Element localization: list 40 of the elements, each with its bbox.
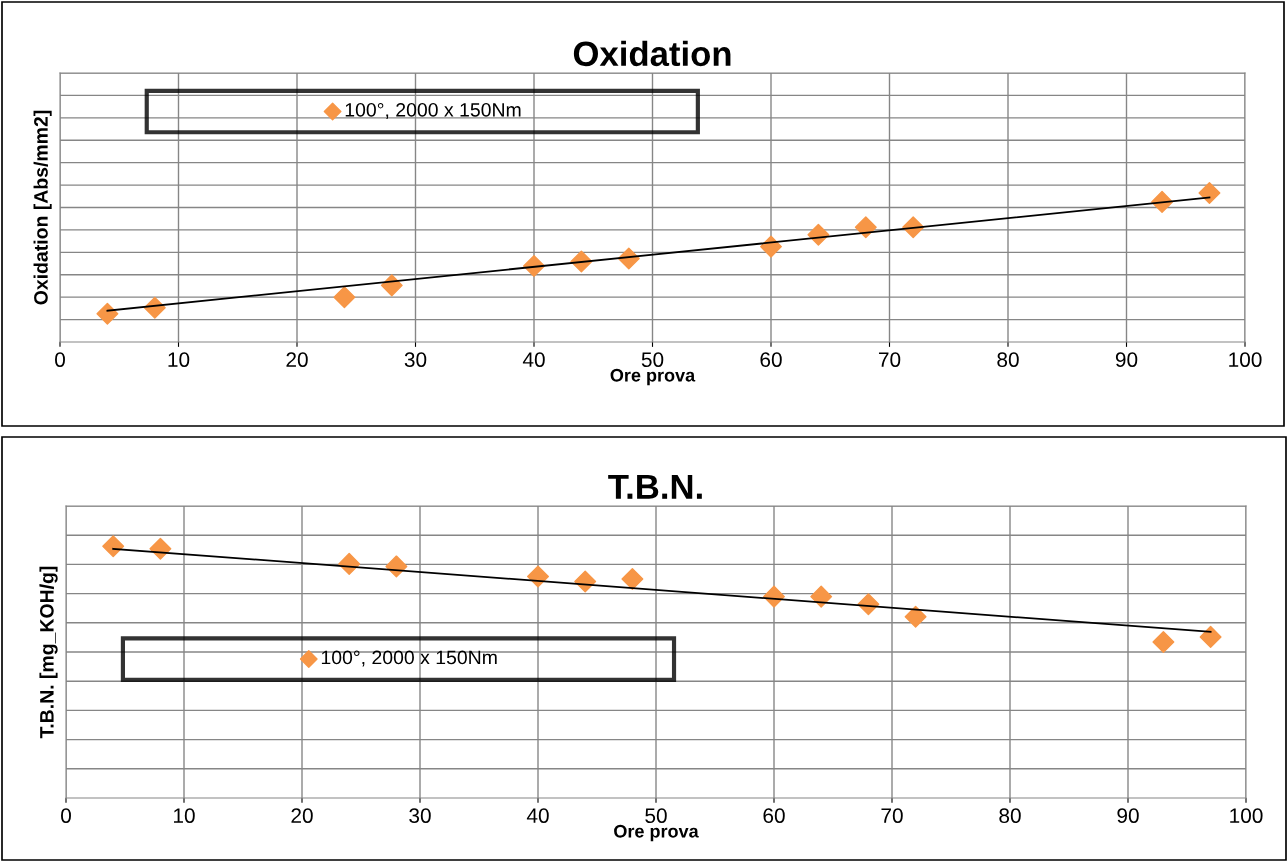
x-tick-label: 50 — [641, 352, 664, 368]
x-tick-label: 70 — [881, 808, 903, 824]
x-axis-title: Ore prova — [610, 368, 696, 386]
x-tick-label: 40 — [522, 352, 545, 368]
chart-title: Oxidation — [573, 40, 731, 67]
x-tick-label: 70 — [878, 352, 901, 368]
point — [1198, 181, 1221, 204]
x-tick-label: 90 — [1117, 808, 1139, 824]
point — [904, 605, 927, 628]
legend-label: 100°, 2000 x 150Nm — [321, 650, 497, 667]
x-tick-label: 20 — [286, 352, 308, 368]
x-tick-label: 10 — [168, 352, 190, 368]
x-tick-label: 10 — [174, 808, 195, 824]
point — [102, 535, 125, 558]
x-tick-label: 100 — [1229, 352, 1262, 368]
x-tick-label: 30 — [404, 352, 427, 368]
x-tick-label: 60 — [763, 808, 785, 824]
x-tick-label: 40 — [526, 808, 549, 824]
x-tick-label: 0 — [61, 808, 71, 824]
x-tick-label: 50 — [645, 808, 667, 824]
point — [1199, 625, 1222, 648]
point — [854, 216, 877, 239]
point — [810, 585, 833, 608]
x-tick-label: 80 — [997, 352, 1019, 368]
x-tick-label: 0 — [55, 352, 65, 368]
x-tick-label: 30 — [409, 808, 431, 824]
x-tick-label: 100 — [1230, 808, 1263, 824]
point — [1152, 630, 1175, 653]
point — [333, 286, 356, 309]
legend-label: 100°, 2000 x 150Nm — [345, 102, 521, 120]
x-tick-label: 80 — [999, 808, 1021, 824]
chart-title: T.B.N. — [608, 474, 702, 499]
point — [96, 302, 119, 325]
x-tick-label: 20 — [291, 808, 313, 824]
x-tick-label: 60 — [760, 352, 782, 368]
x-tick-label: 90 — [1115, 352, 1138, 368]
x-axis-title: Ore prova — [614, 824, 699, 842]
point — [621, 568, 644, 590]
y-axis-title: Oxidation [Abs/mm2] — [33, 110, 52, 305]
y-axis-title: T.B.N. [mg_KOH/g] — [39, 566, 58, 739]
